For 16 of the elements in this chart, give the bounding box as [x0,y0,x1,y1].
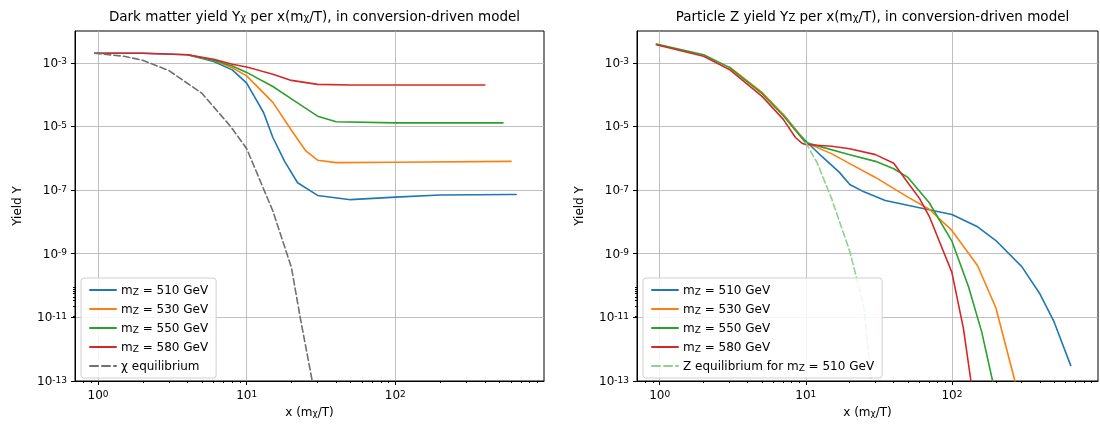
legend-label: χ equilibrium [121,359,200,373]
legend-label: mZ = 510 GeV [683,283,771,297]
chart-title: Particle Z yield YZ per x(mχ/T), in conversion-driven model [675,8,1070,24]
legend-label: mZ = 510 GeV [121,283,209,297]
legend-label: Z equilibrium for mZ = 510 GeV [683,359,875,373]
legend-label: mZ = 530 GeV [683,302,771,316]
legend-label: mZ = 580 GeV [683,340,771,354]
legend-label: mZ = 580 GeV [121,340,209,354]
y-axis-title: Yield Y [10,185,24,227]
y-axis-title: Yield Y [572,185,586,227]
legend-label: mZ = 550 GeV [683,321,771,335]
chart-title: Dark matter yield Yχ per x(mχ/T), in conversion-driven model [108,8,521,24]
x-axis-title: x (mχ/T) [843,404,892,419]
x-axis-title: x (mχ/T) [285,404,334,419]
legend-label: mZ = 530 GeV [121,302,209,316]
legend-label: mZ = 550 GeV [121,321,209,335]
